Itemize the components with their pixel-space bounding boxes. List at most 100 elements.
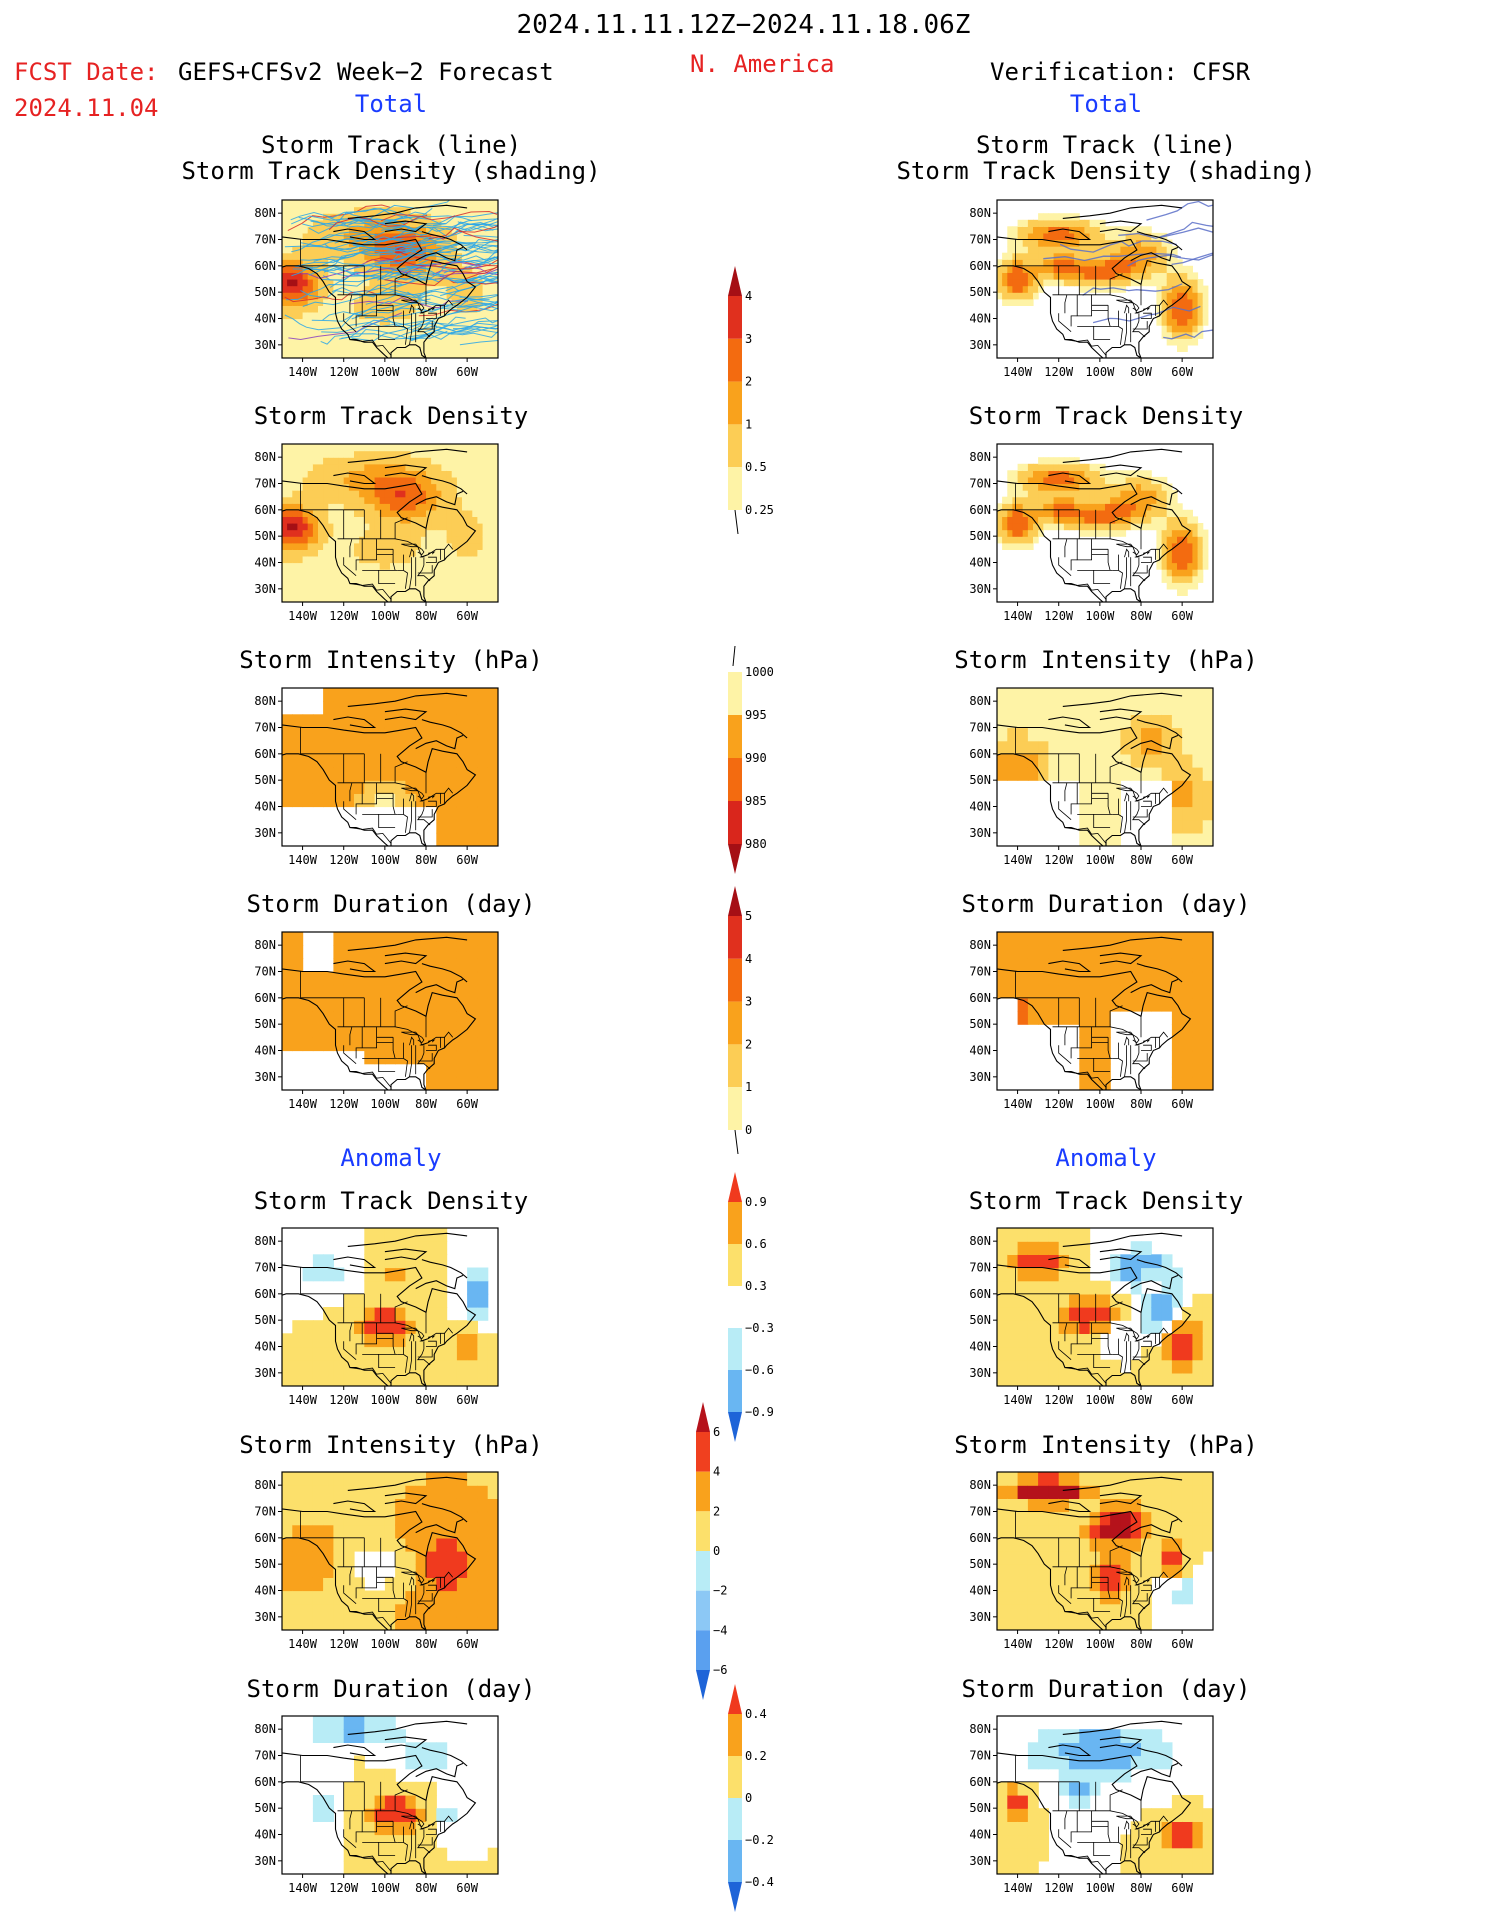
- lon-label: 120W: [329, 609, 359, 623]
- colorbar-label: 0: [745, 1791, 752, 1805]
- lon-label: 120W: [329, 1097, 359, 1111]
- section-anomaly-forecast: Anomaly: [340, 1144, 442, 1172]
- colorbar-swatch: [696, 1590, 710, 1631]
- colorbar-label: 2: [745, 1037, 752, 1051]
- lon-label: 140W: [288, 853, 318, 867]
- fcst-date-label: FCST Date:: [14, 58, 159, 86]
- colorbar-swatch: [728, 801, 742, 844]
- lon-label: 120W: [1044, 365, 1074, 379]
- model-label: GEFS+CFSv2 Week−2 Forecast: [178, 58, 554, 86]
- lat-label: 60N: [969, 991, 991, 1005]
- map-duration-anom-verif: 80N 70N 60N 50N 40N 30N 140W 120W 100W 80W 60W: [969, 1715, 1214, 1895]
- lat-label: 50N: [969, 1801, 991, 1815]
- colorbar-swatch: [728, 467, 742, 510]
- map-duration-verif: 80N 70N 60N 50N 40N 30N 140W 120W 100W 80W 60W: [969, 931, 1214, 1111]
- lon-label: 60W: [456, 1881, 478, 1895]
- lat-label: 30N: [969, 338, 991, 352]
- lat-label: 70N: [969, 1505, 991, 1519]
- colorbar-swatch: [728, 1044, 742, 1088]
- lon-label: 60W: [1171, 853, 1193, 867]
- lon-label: 140W: [288, 1881, 318, 1895]
- lon-label: 100W: [1085, 365, 1115, 379]
- lat-label: 70N: [969, 721, 991, 735]
- colorbar-label: −0.9: [745, 1405, 774, 1419]
- colorbar-swatch: [728, 1370, 742, 1412]
- colorbar-density-anomaly: 0.9 0.6 0.3 −0.3 −0.6 −0.9: [728, 1172, 774, 1442]
- region-label: N. America: [690, 50, 835, 78]
- lat-label: 80N: [254, 450, 276, 464]
- lon-label: 80W: [415, 1637, 437, 1651]
- lat-label: 30N: [969, 1854, 991, 1868]
- lat-label: 60N: [969, 747, 991, 761]
- colorbar-label: 0.9: [745, 1195, 767, 1209]
- lon-label: 60W: [1171, 1637, 1193, 1651]
- lat-label: 30N: [254, 1610, 276, 1624]
- lon-label: 80W: [1130, 1637, 1152, 1651]
- lat-label: 40N: [254, 556, 276, 570]
- colorbar-swatch: [728, 672, 742, 715]
- lat-label: 50N: [254, 1313, 276, 1327]
- lon-label: 80W: [1130, 609, 1152, 623]
- map-intensity-anom-verif: 80N 70N 60N 50N 40N 30N 140W 120W 100W 80W 60W: [969, 1471, 1214, 1651]
- panel-title-track-line-verif: Storm Track (line): [975, 131, 1237, 159]
- colorbar-label: −0.6: [745, 1363, 774, 1377]
- lat-label: 40N: [969, 1044, 991, 1058]
- colorbar-label: −6: [713, 1663, 727, 1677]
- colorbar-swatch: [696, 1670, 710, 1700]
- map-density-anom-verif: 80N 70N 60N 50N 40N 30N 140W 120W 100W 80W 60W: [969, 1227, 1214, 1407]
- lat-label: 40N: [254, 1828, 276, 1842]
- lat-label: 60N: [254, 1531, 276, 1545]
- lat-label: 70N: [969, 477, 991, 491]
- colorbar-label: 980: [745, 837, 767, 851]
- lon-label: 100W: [1085, 609, 1115, 623]
- lat-label: 40N: [969, 1828, 991, 1842]
- lon-label: 120W: [1044, 1637, 1074, 1651]
- lat-label: 40N: [254, 800, 276, 814]
- lat-label: 60N: [254, 991, 276, 1005]
- lat-label: 50N: [969, 285, 991, 299]
- colorbar-swatch: [696, 1471, 710, 1512]
- colorbar-label: −0.4: [745, 1875, 774, 1889]
- lon-label: 80W: [1130, 1097, 1152, 1111]
- lon-label: 100W: [370, 1881, 400, 1895]
- lat-label: 50N: [254, 773, 276, 787]
- lat-label: 50N: [969, 1557, 991, 1571]
- colorbar-swatch: [696, 1511, 710, 1551]
- lat-label: 80N: [254, 1234, 276, 1248]
- colorbar-swatch: [728, 1172, 742, 1202]
- lon-label: 120W: [1044, 853, 1074, 867]
- colorbar-label: −4: [713, 1623, 727, 1637]
- lat-label: 70N: [254, 1261, 276, 1275]
- lat-label: 70N: [254, 965, 276, 979]
- map-density-verif: 80N 70N 60N 50N 40N 30N 140W 120W 100W 80W 60W: [969, 443, 1214, 623]
- colorbar-swatch: [696, 1630, 710, 1670]
- colorbar-label: 4: [713, 1465, 720, 1479]
- colorbar-label: 0.4: [745, 1707, 767, 1721]
- colorbar-label: 990: [745, 751, 767, 765]
- lat-label: 50N: [254, 285, 276, 299]
- map-intensity-verif: 80N 70N 60N 50N 40N 30N 140W 120W 100W 80W 60W: [969, 687, 1214, 867]
- lat-label: 30N: [969, 826, 991, 840]
- lon-label: 80W: [415, 1881, 437, 1895]
- lat-label: 60N: [969, 259, 991, 273]
- colorbar-label: 5: [745, 909, 752, 923]
- lat-label: 40N: [969, 1340, 991, 1354]
- panel-title-density-verif: Storm Track Density: [968, 402, 1244, 430]
- lon-label: 100W: [370, 1097, 400, 1111]
- lon-label: 120W: [1044, 1097, 1074, 1111]
- colorbar-swatch: [728, 338, 742, 382]
- lat-label: 80N: [969, 450, 991, 464]
- panel-title-density-anom-fcst: Storm Track Density: [253, 1187, 529, 1215]
- panel-title-duration-anom-fcst: Storm Duration (day): [246, 1675, 536, 1703]
- colorbar-swatch: [696, 1432, 710, 1472]
- lon-label: 120W: [329, 1393, 359, 1407]
- lat-label: 70N: [969, 1749, 991, 1763]
- lon-label: 80W: [415, 365, 437, 379]
- map-density-fcst: 80N 70N 60N 50N 40N 30N 140W 120W 100W 80W 60W: [254, 443, 499, 623]
- lon-label: 140W: [1003, 1393, 1033, 1407]
- colorbar-swatch: [728, 715, 742, 758]
- panel-title-duration-fcst: Storm Duration (day): [246, 890, 536, 918]
- lat-label: 30N: [969, 582, 991, 596]
- lat-label: 40N: [254, 312, 276, 326]
- lon-label: 60W: [456, 1393, 478, 1407]
